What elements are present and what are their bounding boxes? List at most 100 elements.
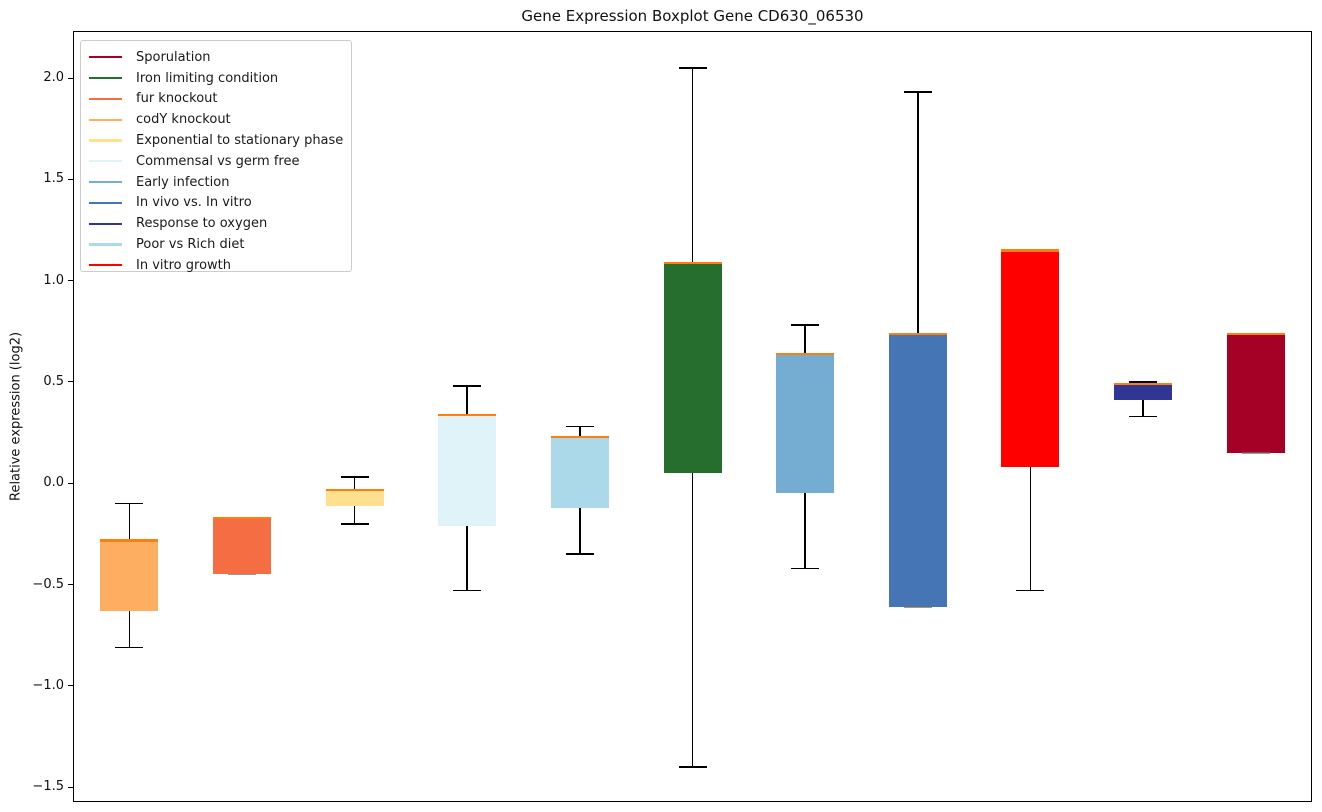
whisker-lower-poor-vs-rich-diet [579, 507, 581, 555]
whisker-lower-early-infection [804, 493, 806, 569]
whisker-lower-in-vitro-growth [1029, 467, 1032, 591]
whisker-lower-response-to-oxygen [1142, 400, 1144, 417]
whisker-cap-lower-early-infection [791, 567, 820, 570]
whisker-cap-lower-response-to-oxygen [1129, 415, 1158, 418]
legend-label: In vivo vs. In vitro [136, 195, 252, 211]
y-tick-mark [68, 280, 73, 282]
legend-item-poor-vs-rich-diet: Poor vs Rich diet [89, 234, 343, 255]
whisker-cap-upper-iron-limiting-condition [678, 67, 707, 69]
whisker-lower-cody-knockout [128, 610, 131, 648]
median-cody-knockout [100, 539, 159, 542]
whisker-cap-upper-early-infection [791, 324, 820, 326]
whisker-upper-commensal-vs-germ-free [466, 386, 468, 415]
y-tick-mark [68, 381, 73, 383]
legend-label: Response to oxygen [136, 216, 268, 232]
y-tick-mark [68, 685, 73, 687]
legend-item-fur-knockout: fur knockout [89, 89, 343, 110]
whisker-cap-lower-in-vivo-vs-in-vitro [903, 606, 932, 608]
whisker-lower-exponential-to-stationary-phase [353, 505, 356, 524]
whisker-upper-in-vivo-vs-in-vitro [917, 92, 919, 334]
legend-swatch-fur-knockout [89, 97, 122, 101]
median-commensal-vs-germ-free [438, 413, 497, 417]
legend-item-commensal-vs-germ-free: Commensal vs germ free [89, 151, 343, 172]
legend-label: Commensal vs germ free [136, 153, 300, 169]
whisker-upper-cody-knockout [128, 503, 131, 540]
whisker-cap-lower-sporulation [1241, 452, 1270, 454]
median-in-vivo-vs-in-vitro [888, 332, 947, 336]
legend-swatch-exponential-to-stationary-phase [89, 139, 122, 142]
legend: Sporulation Iron limiting condition fur kn… [80, 40, 352, 273]
y-tick-label: −1.5 [32, 779, 64, 795]
box-fur-knockout [212, 517, 271, 575]
legend-swatch-sporulation [89, 56, 122, 59]
box-response-to-oxygen [1114, 383, 1173, 401]
whisker-upper-early-infection [804, 325, 806, 354]
y-tick-mark [68, 584, 73, 586]
median-response-to-oxygen [1114, 382, 1173, 386]
box-commensal-vs-germ-free [438, 414, 497, 526]
y-tick-label: 0.0 [43, 475, 64, 491]
legend-item-early-infection: Early infection [89, 172, 343, 193]
legend-item-exponential-to-stationary-phase: Exponential to stationary phase [89, 130, 343, 151]
box-cody-knockout [100, 540, 159, 611]
whisker-cap-lower-exponential-to-stationary-phase [340, 523, 369, 525]
legend-swatch-in-vitro-growth [89, 264, 122, 267]
whisker-upper-poor-vs-rich-diet [579, 426, 581, 437]
legend-swatch-cody-knockout [89, 118, 122, 121]
chart-title: Gene Expression Boxplot Gene CD630_06530 [521, 7, 864, 25]
whisker-cap-lower-iron-limiting-condition [678, 766, 707, 768]
legend-item-in-vivo-vs-in-vitro: In vivo vs. In vitro [89, 193, 343, 214]
y-tick-label: 0.5 [43, 373, 64, 389]
whisker-cap-upper-exponential-to-stationary-phase [340, 476, 369, 478]
median-in-vitro-growth [1001, 249, 1060, 252]
box-exponential-to-stationary-phase [325, 489, 384, 506]
legend-swatch-iron-limiting-condition [89, 77, 122, 80]
whisker-cap-lower-fur-knockout [227, 573, 256, 576]
legend-label: Poor vs Rich diet [136, 237, 245, 253]
box-in-vivo-vs-in-vitro [888, 333, 947, 607]
whisker-cap-lower-commensal-vs-germ-free [453, 589, 482, 592]
y-tick-mark [68, 77, 73, 79]
box-in-vitro-growth [1001, 250, 1060, 468]
y-tick-label: 1.0 [43, 272, 64, 288]
box-poor-vs-rich-diet [550, 436, 609, 508]
legend-label: Iron limiting condition [136, 70, 279, 86]
median-exponential-to-stationary-phase [325, 488, 384, 492]
median-sporulation [1226, 332, 1285, 336]
box-early-infection [776, 353, 835, 494]
y-tick-label: −1.0 [32, 677, 64, 693]
legend-swatch-early-infection [89, 181, 122, 184]
whisker-cap-upper-in-vivo-vs-in-vitro [903, 91, 932, 93]
whisker-cap-lower-poor-vs-rich-diet [565, 553, 594, 555]
legend-item-response-to-oxygen: Response to oxygen [89, 213, 343, 234]
y-tick-label: 1.5 [43, 171, 64, 187]
legend-label: fur knockout [136, 91, 218, 107]
y-tick-mark [68, 482, 73, 484]
y-tick-mark [68, 178, 73, 180]
whisker-upper-exponential-to-stationary-phase [353, 477, 356, 490]
median-fur-knockout [212, 516, 271, 520]
whisker-cap-upper-cody-knockout [115, 502, 144, 505]
box-sporulation [1226, 333, 1285, 453]
legend-label: Exponential to stationary phase [136, 133, 344, 149]
legend-item-sporulation: Sporulation [89, 47, 343, 68]
whisker-cap-lower-in-vitro-growth [1016, 589, 1045, 592]
whisker-cap-upper-response-to-oxygen [1129, 381, 1158, 383]
whisker-upper-iron-limiting-condition [691, 67, 694, 263]
legend-label: In vitro growth [136, 257, 231, 273]
legend-swatch-poor-vs-rich-diet [89, 243, 122, 246]
median-early-infection [776, 352, 835, 356]
legend-item-iron-limiting-condition: Iron limiting condition [89, 68, 343, 89]
legend-label: codY knockout [136, 112, 231, 128]
legend-label: Sporulation [136, 49, 211, 65]
y-tick-label: 2.0 [43, 70, 64, 85]
median-iron-limiting-condition [663, 261, 722, 265]
legend-item-in-vitro-growth: In vitro growth [89, 255, 343, 276]
legend-swatch-response-to-oxygen [89, 222, 122, 225]
legend-item-cody-knockout: codY knockout [89, 109, 343, 130]
y-tick-label: −0.5 [32, 576, 64, 592]
whisker-lower-commensal-vs-germ-free [466, 525, 468, 591]
median-poor-vs-rich-diet [550, 435, 609, 439]
whisker-lower-iron-limiting-condition [691, 473, 694, 767]
